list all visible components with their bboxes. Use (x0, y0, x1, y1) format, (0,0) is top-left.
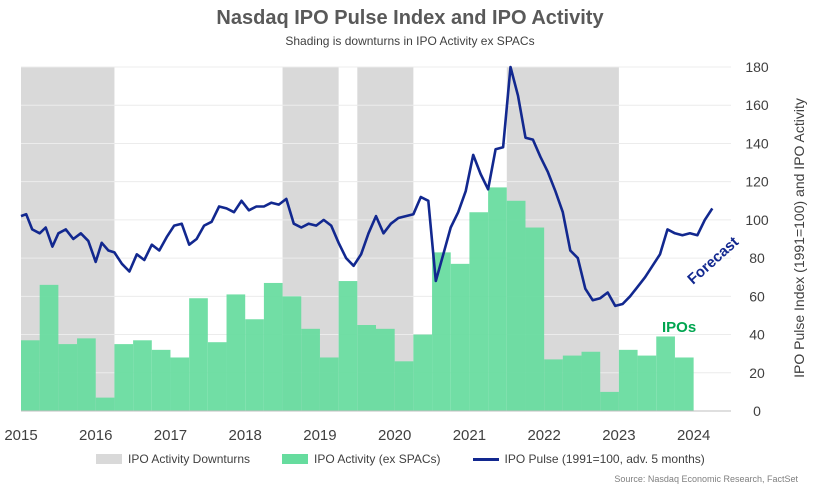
x-tick-label: 2024 (677, 427, 710, 444)
forecast-annotation: Forecast (684, 233, 742, 287)
y-tick-label: 100 (745, 212, 769, 228)
y-axis-label: IPO Pulse Index (1991=100) and IPO Activ… (791, 98, 807, 378)
bar-10 (207, 342, 227, 411)
bar-19 (376, 328, 395, 411)
bar-1 (39, 284, 59, 411)
bar-0 (21, 340, 40, 411)
y-tick-label: 120 (745, 174, 769, 190)
bar-27 (525, 227, 545, 411)
x-axis-ticks: 2015 2016 2017 2018 2019 2020 2021 2022 2023 2024 (4, 427, 710, 444)
bar-12 (245, 319, 264, 411)
ipos-annotation: IPOs (662, 319, 696, 336)
y-tick-label: 160 (745, 97, 769, 113)
x-tick-label: 2021 (453, 427, 486, 444)
bar-29 (562, 355, 582, 411)
ipo-activity-bars (21, 187, 694, 411)
y-tick-label: 20 (749, 365, 765, 381)
x-tick-label: 2020 (378, 427, 411, 444)
legend-label-downturns: IPO Activity Downturns (128, 452, 251, 466)
legend-swatch-line (472, 457, 499, 461)
bar-35 (674, 357, 694, 411)
bar-28 (544, 359, 563, 411)
x-tick-label: 2022 (527, 427, 560, 444)
x-tick-label: 2015 (4, 427, 37, 444)
bar-32 (618, 349, 638, 411)
y-tick-label: 60 (749, 288, 765, 304)
chart-subtitle: Shading is downturns in IPO Activity ex … (285, 34, 535, 48)
x-tick-label: 2016 (79, 427, 112, 444)
bar-34 (656, 336, 675, 411)
y-tick-label: 80 (749, 250, 765, 266)
legend-item-activity: IPO Activity (ex SPACs) (282, 452, 441, 466)
bar-3 (77, 338, 96, 411)
bar-4 (95, 397, 115, 411)
x-tick-label: 2019 (303, 427, 336, 444)
y-tick-label: 40 (749, 327, 765, 343)
legend: IPO Activity Downturns IPO Activity (ex … (96, 452, 737, 466)
bar-21 (413, 334, 433, 411)
gridlines (21, 66, 731, 374)
legend-label-activity: IPO Activity (ex SPACs) (314, 452, 441, 466)
y-tick-label: 180 (745, 59, 769, 75)
bar-11 (226, 294, 246, 411)
bar-23 (450, 263, 470, 411)
bar-31 (600, 391, 619, 411)
x-tick-label: 2023 (602, 427, 635, 444)
legend-swatch-green (282, 454, 309, 464)
bar-33 (637, 355, 657, 411)
legend-label-pulse: IPO Pulse (1991=100, adv. 5 months) (504, 452, 705, 466)
bar-2 (58, 344, 78, 411)
y-tick-label: 140 (745, 135, 769, 151)
bar-5 (114, 344, 134, 411)
bar-16 (319, 357, 339, 411)
bar-14 (282, 296, 302, 411)
bar-7 (151, 349, 171, 411)
bar-22 (432, 252, 451, 411)
source-note: Source: Nasdaq Economic Research, FactSe… (614, 474, 798, 484)
pulse-line-path (20, 65, 714, 308)
bar-6 (133, 340, 152, 411)
y-tick-label: 0 (753, 403, 761, 419)
legend-item-downturns: IPO Activity Downturns (96, 452, 250, 466)
y-axis-ticks: 0 20 40 60 80 100 120 140 160 180 (745, 59, 769, 419)
bar-30 (581, 351, 601, 411)
bar-9 (189, 298, 208, 411)
bar-25 (488, 187, 507, 411)
ipo-pulse-line (20, 65, 714, 308)
x-tick-label: 2018 (229, 427, 262, 444)
legend-item-pulse: IPO Pulse (1991=100, adv. 5 months) (472, 452, 705, 466)
bar-18 (357, 325, 376, 411)
bar-15 (301, 328, 320, 411)
bar-13 (263, 282, 283, 411)
bar-26 (506, 200, 526, 411)
bar-8 (170, 357, 190, 411)
bar-20 (394, 361, 414, 411)
bar-17 (338, 281, 358, 411)
bar-24 (469, 212, 489, 411)
legend-swatch-gray (96, 454, 122, 464)
x-tick-label: 2017 (154, 427, 187, 444)
chart-title: Nasdaq IPO Pulse Index and IPO Activity (216, 7, 604, 29)
